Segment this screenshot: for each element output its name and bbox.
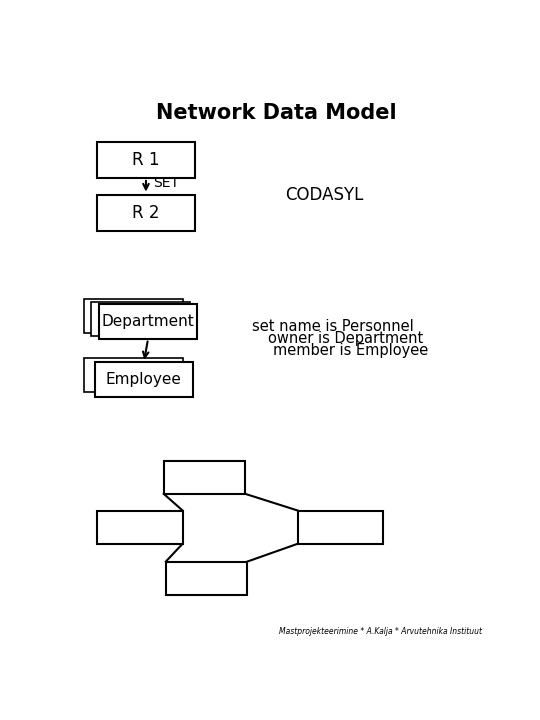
Text: Department: Department <box>102 314 194 329</box>
FancyBboxPatch shape <box>97 510 183 544</box>
Text: R 1: R 1 <box>132 151 160 169</box>
Text: Employee: Employee <box>106 372 182 387</box>
Text: set name is Personnel: set name is Personnel <box>252 319 414 334</box>
Text: CODASYL: CODASYL <box>285 186 363 204</box>
Text: Network Data Model: Network Data Model <box>157 103 397 123</box>
Text: member is Employee: member is Employee <box>273 343 428 359</box>
FancyBboxPatch shape <box>99 305 197 338</box>
FancyBboxPatch shape <box>94 362 193 397</box>
FancyBboxPatch shape <box>91 302 190 336</box>
FancyBboxPatch shape <box>97 142 195 178</box>
FancyBboxPatch shape <box>84 299 183 333</box>
FancyBboxPatch shape <box>298 510 383 544</box>
Text: R 2: R 2 <box>132 204 160 222</box>
Text: owner is Department: owner is Department <box>268 331 423 346</box>
Text: Mastprojekteerimine * A.Kalja * Arvutehnika Instituut: Mastprojekteerimine * A.Kalja * Arvutehn… <box>279 627 482 636</box>
FancyBboxPatch shape <box>166 562 247 595</box>
FancyBboxPatch shape <box>97 194 195 230</box>
FancyBboxPatch shape <box>164 461 245 494</box>
FancyBboxPatch shape <box>84 358 183 392</box>
Text: SET: SET <box>153 176 179 190</box>
